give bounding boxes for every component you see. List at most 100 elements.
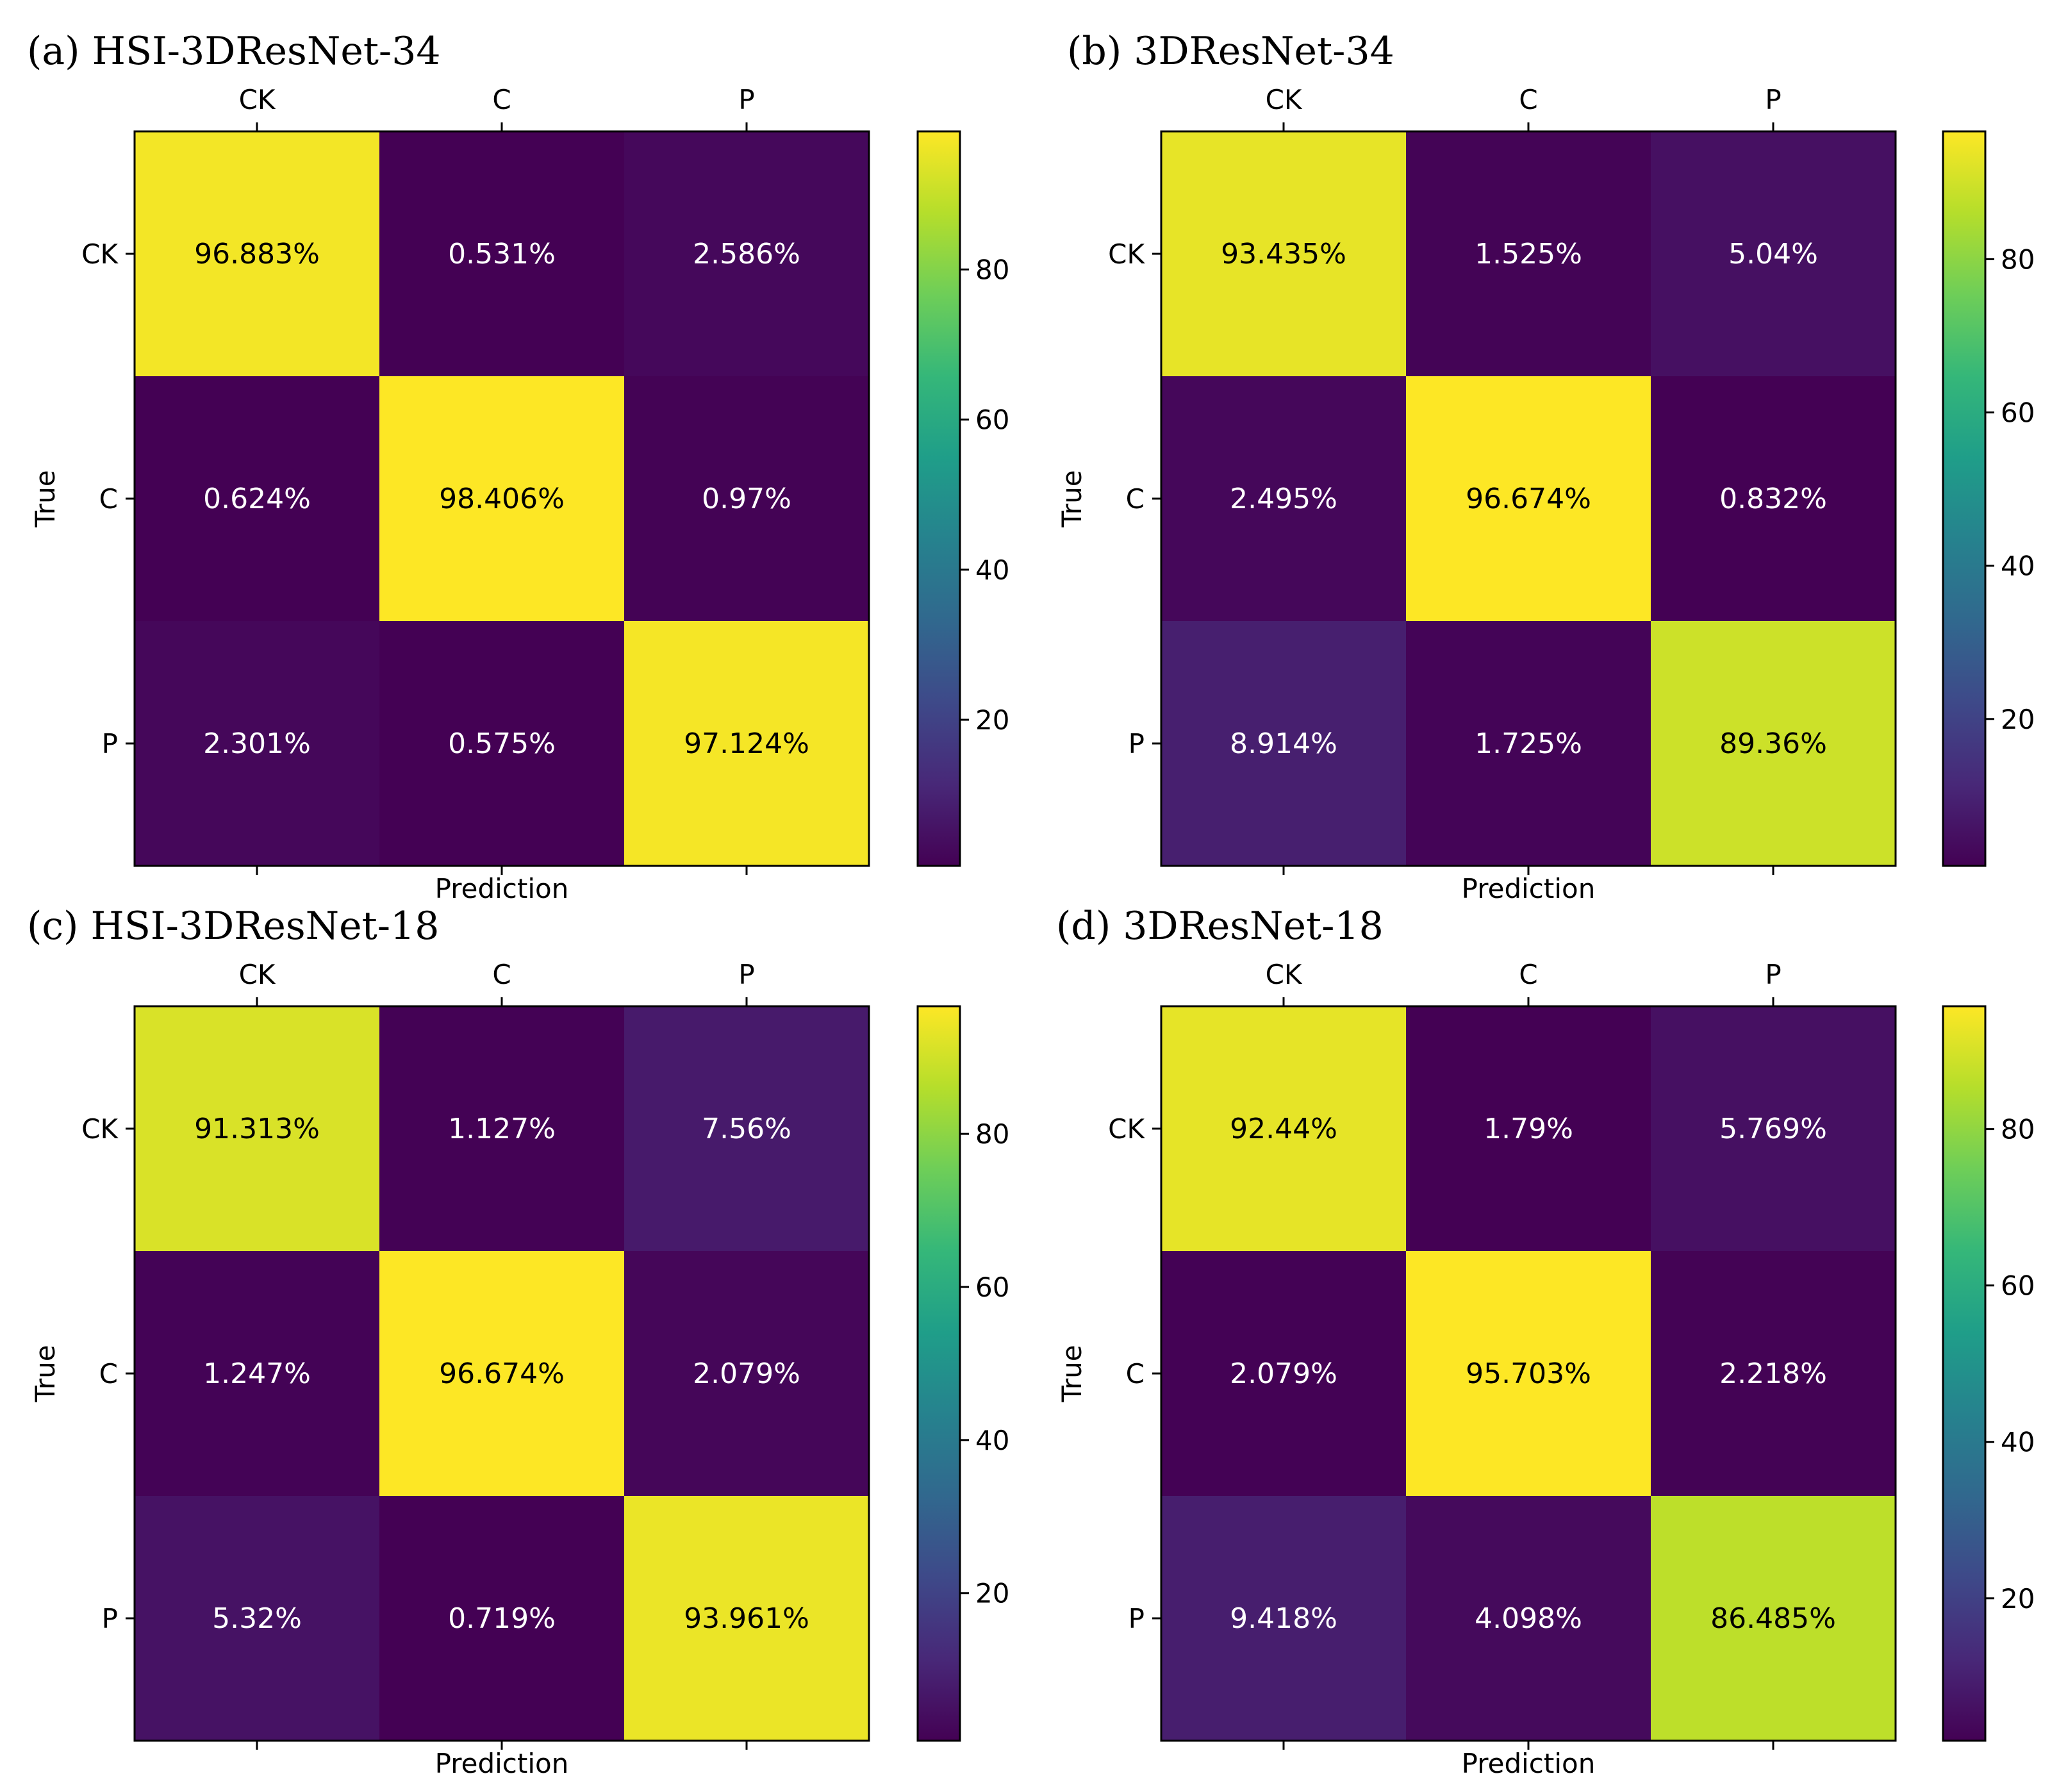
x-tick-label: P bbox=[738, 84, 754, 115]
y-tick-label: C bbox=[1126, 1358, 1145, 1390]
cell-value-label: 1.725% bbox=[1475, 727, 1582, 760]
colorbar-tick-label: 80 bbox=[975, 254, 1009, 286]
cell-value-label: 1.127% bbox=[448, 1113, 556, 1145]
matrix-cell bbox=[135, 131, 379, 376]
matrix-cell bbox=[1406, 1006, 1651, 1251]
matrix-cell bbox=[135, 376, 379, 621]
confusion-matrix-panel-d: (d) 3DResNet-18 92.44% 1.79% 5.769% 2.079% 95… bbox=[1056, 904, 2035, 1779]
cell-value-label: 9.418% bbox=[1230, 1602, 1337, 1635]
cell-value-label: 96.883% bbox=[194, 238, 320, 270]
cell-value-label: 2.079% bbox=[1230, 1357, 1337, 1390]
y-tick-label: P bbox=[102, 1603, 118, 1634]
x-axis-label: Prediction bbox=[1462, 1748, 1596, 1779]
colorbar-tick-label: 80 bbox=[2001, 244, 2035, 275]
cell-value-label: 2.495% bbox=[1230, 483, 1337, 515]
cell-value-label: 0.719% bbox=[448, 1602, 556, 1635]
matrix-cell bbox=[624, 1251, 869, 1496]
matrix-cell bbox=[1406, 621, 1651, 866]
colorbar-tick-label: 20 bbox=[975, 704, 1009, 736]
x-tick-label: CK bbox=[1266, 959, 1303, 990]
colorbar-tick-label: 80 bbox=[975, 1118, 1009, 1150]
matrix-cell bbox=[1161, 1251, 1406, 1496]
cell-value-label: 93.961% bbox=[684, 1602, 809, 1635]
cell-value-label: 86.485% bbox=[1710, 1602, 1836, 1635]
y-tick-label: CK bbox=[1108, 1113, 1145, 1145]
cell-value-label: 98.406% bbox=[439, 483, 565, 515]
panel-title: (b) 3DResNet-34 bbox=[1067, 29, 1394, 74]
colorbar-tick-label: 20 bbox=[2001, 1583, 2035, 1614]
cell-value-label: 1.525% bbox=[1475, 238, 1582, 270]
matrix-cell bbox=[1406, 376, 1651, 621]
colorbar bbox=[1942, 1005, 1987, 1742]
cell-value-label: 0.531% bbox=[448, 238, 556, 270]
confusion-matrix-panel-b: (b) 3DResNet-34 93.435% 1.525% 5.04% 2.495% 9… bbox=[1056, 29, 2035, 904]
cell-value-label: 2.586% bbox=[693, 238, 800, 270]
cell-value-label: 7.56% bbox=[702, 1113, 791, 1145]
cell-value-label: 0.575% bbox=[448, 727, 556, 760]
cell-value-label: 1.79% bbox=[1484, 1113, 1573, 1145]
colorbar-tick-label: 20 bbox=[2001, 704, 2035, 735]
cell-value-label: 93.435% bbox=[1221, 238, 1346, 270]
cell-value-label: 2.218% bbox=[1719, 1357, 1827, 1390]
cell-value-label: 92.44% bbox=[1230, 1113, 1337, 1145]
cell-value-label: 96.674% bbox=[439, 1357, 565, 1390]
y-tick-label: C bbox=[1126, 483, 1145, 515]
y-axis-label: True bbox=[1056, 1345, 1087, 1402]
matrix-cell bbox=[135, 621, 379, 866]
cell-value-label: 96.674% bbox=[1466, 483, 1591, 515]
matrix-cell bbox=[1161, 621, 1406, 866]
matrix-cell bbox=[624, 1006, 869, 1251]
x-axis-label: Prediction bbox=[1462, 873, 1596, 904]
matrix-cell bbox=[1651, 1006, 1896, 1251]
matrix-cell bbox=[1161, 131, 1406, 376]
colorbar bbox=[916, 130, 961, 867]
colorbar-tick-label: 60 bbox=[975, 404, 1009, 436]
matrix-cell bbox=[624, 131, 869, 376]
matrix-cell bbox=[1651, 621, 1896, 866]
cell-value-label: 8.914% bbox=[1230, 727, 1337, 760]
matrix-cell bbox=[1651, 376, 1896, 621]
colorbar-tick-label: 60 bbox=[2001, 397, 2035, 429]
colorbar-tick-label: 80 bbox=[2001, 1114, 2035, 1145]
y-tick-label: P bbox=[102, 728, 118, 759]
y-tick-label: P bbox=[1129, 1603, 1145, 1634]
x-tick-label: CK bbox=[239, 84, 276, 115]
matrix-cell bbox=[135, 1006, 379, 1251]
x-axis-label: Prediction bbox=[435, 1748, 569, 1779]
cell-value-label: 5.04% bbox=[1728, 238, 1818, 270]
x-tick-label: P bbox=[1765, 84, 1781, 115]
x-tick-label: C bbox=[1519, 84, 1537, 115]
y-tick-label: CK bbox=[81, 238, 119, 270]
matrix-cell bbox=[379, 131, 624, 376]
matrix-cell bbox=[1651, 131, 1896, 376]
y-axis-label: True bbox=[29, 470, 61, 527]
cell-value-label: 2.079% bbox=[693, 1357, 800, 1390]
matrix-cell bbox=[1406, 1251, 1651, 1496]
matrix-cell bbox=[379, 1006, 624, 1251]
cell-value-label: 91.313% bbox=[194, 1113, 320, 1145]
y-tick-label: C bbox=[99, 483, 118, 515]
colorbar bbox=[1942, 130, 1987, 867]
x-tick-label: C bbox=[1519, 959, 1537, 990]
x-tick-label: CK bbox=[1266, 84, 1303, 115]
colorbar-tick-label: 20 bbox=[975, 1578, 1009, 1609]
cell-value-label: 5.769% bbox=[1719, 1113, 1827, 1145]
x-tick-label: CK bbox=[239, 959, 276, 990]
matrix-cell bbox=[379, 621, 624, 866]
panel-title: (c) HSI-3DResNet-18 bbox=[27, 904, 439, 949]
colorbar-tick-label: 40 bbox=[975, 1425, 1009, 1456]
matrix-cell bbox=[624, 1496, 869, 1741]
matrix-cell bbox=[1161, 1006, 1406, 1251]
y-tick-label: C bbox=[99, 1358, 118, 1390]
colorbar-tick-label: 60 bbox=[975, 1272, 1009, 1303]
cell-value-label: 1.247% bbox=[203, 1357, 311, 1390]
matrix-cell bbox=[1161, 1496, 1406, 1741]
colorbar-tick-label: 40 bbox=[2001, 551, 2035, 582]
matrix-cell bbox=[379, 376, 624, 621]
panel-title: (a) HSI-3DResNet-34 bbox=[27, 29, 441, 74]
y-tick-label: CK bbox=[81, 1113, 119, 1145]
x-tick-label: C bbox=[492, 84, 511, 115]
cell-value-label: 5.32% bbox=[212, 1602, 302, 1635]
matrix-cell bbox=[379, 1251, 624, 1496]
cell-value-label: 0.832% bbox=[1719, 483, 1827, 515]
